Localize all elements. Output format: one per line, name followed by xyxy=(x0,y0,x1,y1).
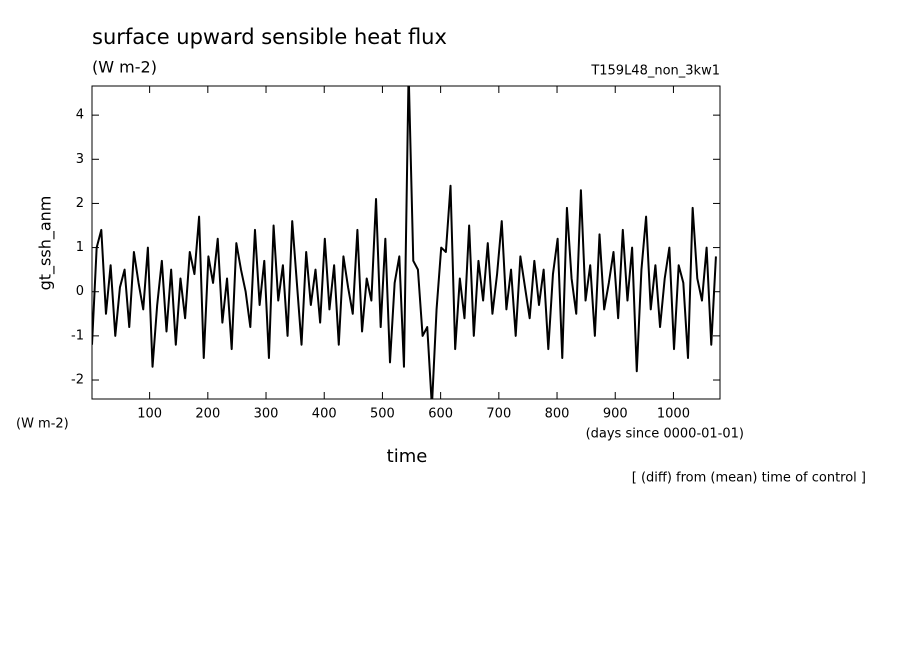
y-units: (W m-2) xyxy=(16,417,69,432)
x-tick-label: 1000 xyxy=(657,407,690,422)
units: (W m-2) xyxy=(92,58,157,77)
x-tick-label: 500 xyxy=(370,407,395,422)
chart-title: surface upward sensible heat flux xyxy=(92,25,447,49)
x-tick-label: 400 xyxy=(312,407,337,422)
x-tick-label: 600 xyxy=(428,407,453,422)
y-tick-label: -1 xyxy=(71,328,84,343)
x-tick-label: 800 xyxy=(545,407,570,422)
x-tick-label: 200 xyxy=(195,407,220,422)
note: [ (diff) from (mean) time of control ] xyxy=(632,471,866,486)
y-tick-label: 4 xyxy=(76,108,84,123)
x-tick-label: 300 xyxy=(254,407,279,422)
y-tick-label: 1 xyxy=(76,240,84,255)
x-axis-label: time xyxy=(387,446,428,467)
x-units: (days since 0000-01-01) xyxy=(586,427,744,442)
plot-frame xyxy=(91,85,721,400)
y-tick-label: -2 xyxy=(71,373,84,388)
y-tick-label: 3 xyxy=(76,152,84,167)
y-tick-label: 0 xyxy=(76,284,84,299)
x-tick-label: 700 xyxy=(486,407,511,422)
x-tick-label: 100 xyxy=(137,407,162,422)
plot-area xyxy=(92,86,717,399)
x-tick-label: 900 xyxy=(603,407,628,422)
data-line xyxy=(92,86,717,399)
y-axis-label: gt_ssh_anm xyxy=(36,196,56,291)
y-tick-label: 2 xyxy=(76,196,84,211)
run-label: T159L48_non_3kw1 xyxy=(590,64,720,79)
